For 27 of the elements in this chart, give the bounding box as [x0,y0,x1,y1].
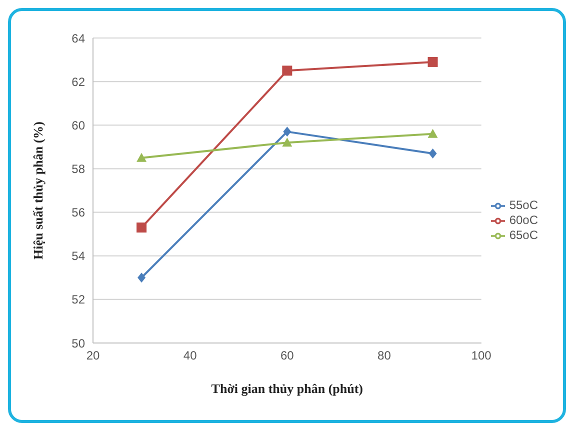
point [283,126,292,137]
y-axis-title: Hiệu suất thủy phân (%) [30,122,46,260]
legend-label: 65oC [509,228,538,242]
y-tick-label: 60 [72,118,86,132]
y-tick-label: 58 [72,162,86,176]
y-tick-label: 62 [72,74,86,89]
point [138,272,146,283]
x-axis-title: Thời gian thủy phân (phút) [211,381,364,396]
y-tick-label: 52 [72,292,86,307]
point [282,138,292,147]
legend-label: 55oC [509,198,538,212]
point [428,56,438,67]
legend-label: 60oC [509,213,538,228]
y-tick-label: 50 [72,336,86,350]
point [136,152,147,162]
x-tick-label: 100 [471,348,492,363]
y-tick-label: 54 [72,249,86,264]
point [282,66,292,76]
x-tick-label: 20 [86,348,100,363]
point [428,148,437,158]
x-tick-label: 40 [183,348,198,363]
x-tick-label: 60 [280,348,294,363]
y-tick-label: 56 [72,206,86,220]
x-tick-label: 80 [378,348,392,363]
point [428,128,438,138]
point [136,222,147,233]
y-tick-label: 64 [72,31,86,46]
